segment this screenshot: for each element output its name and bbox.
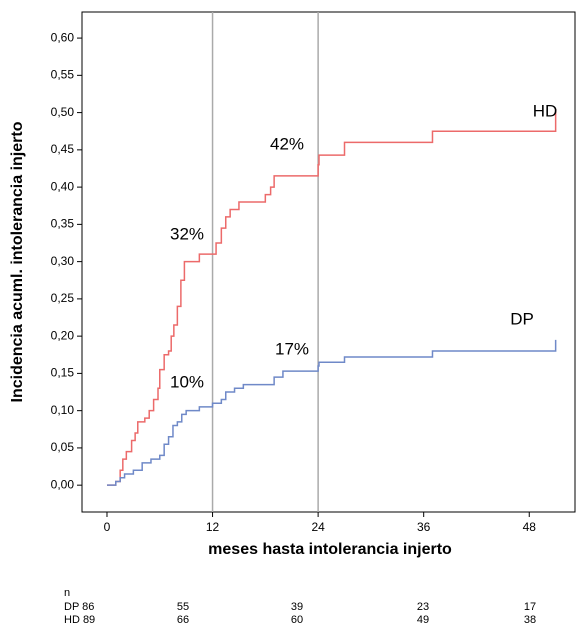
plot-frame xyxy=(81,11,576,513)
y-tick-label: 0,50 xyxy=(51,105,75,119)
x-tick-label: 0 xyxy=(104,520,111,534)
annotation: 32% xyxy=(170,224,204,243)
x-tick-label: 24 xyxy=(311,520,325,534)
y-tick-label: 0,15 xyxy=(51,366,75,380)
series-line xyxy=(106,339,557,486)
y-tick-label: 0,05 xyxy=(51,440,75,454)
y-tick-label: 0,00 xyxy=(51,477,75,491)
series-line xyxy=(106,108,557,486)
risk-row-label: DP 86 xyxy=(64,601,94,613)
y-axis-label: Incidencia acuml. intolerancia injerto xyxy=(9,121,26,402)
y-tick-label: 0,20 xyxy=(51,328,75,342)
y-tick-label: 0,30 xyxy=(51,254,75,268)
y-tick-label: 0,40 xyxy=(51,179,75,193)
y-tick-label: 0,60 xyxy=(51,30,75,44)
risk-row-label: HD 89 xyxy=(64,614,95,626)
x-tick-label: 36 xyxy=(417,520,431,534)
y-tick-label: 0,55 xyxy=(51,68,75,82)
annotation: 42% xyxy=(270,134,304,153)
risk-value: 23 xyxy=(417,601,429,613)
y-tick-label: 0,25 xyxy=(51,291,75,305)
annotation: 17% xyxy=(275,339,309,358)
y-tick-label: 0,10 xyxy=(51,403,75,417)
series-label: DP xyxy=(510,309,534,328)
risk-value: 55 xyxy=(177,601,189,613)
risk-value: 66 xyxy=(177,614,189,626)
y-tick-label: 0,35 xyxy=(51,217,75,231)
risk-value: 60 xyxy=(291,614,303,626)
y-tick-label: 0,45 xyxy=(51,142,75,156)
x-axis-label: meses hasta intolerancia injerto xyxy=(208,541,452,558)
x-tick-label: 12 xyxy=(206,520,220,534)
series-label: HD xyxy=(533,101,558,120)
risk-value: 49 xyxy=(417,614,429,626)
x-tick-label: 48 xyxy=(523,520,537,534)
annotation: 10% xyxy=(170,372,204,391)
risk-value: 38 xyxy=(524,614,536,626)
risk-value: 17 xyxy=(524,601,536,613)
risk-header: n xyxy=(64,587,70,599)
risk-value: 39 xyxy=(291,601,303,613)
